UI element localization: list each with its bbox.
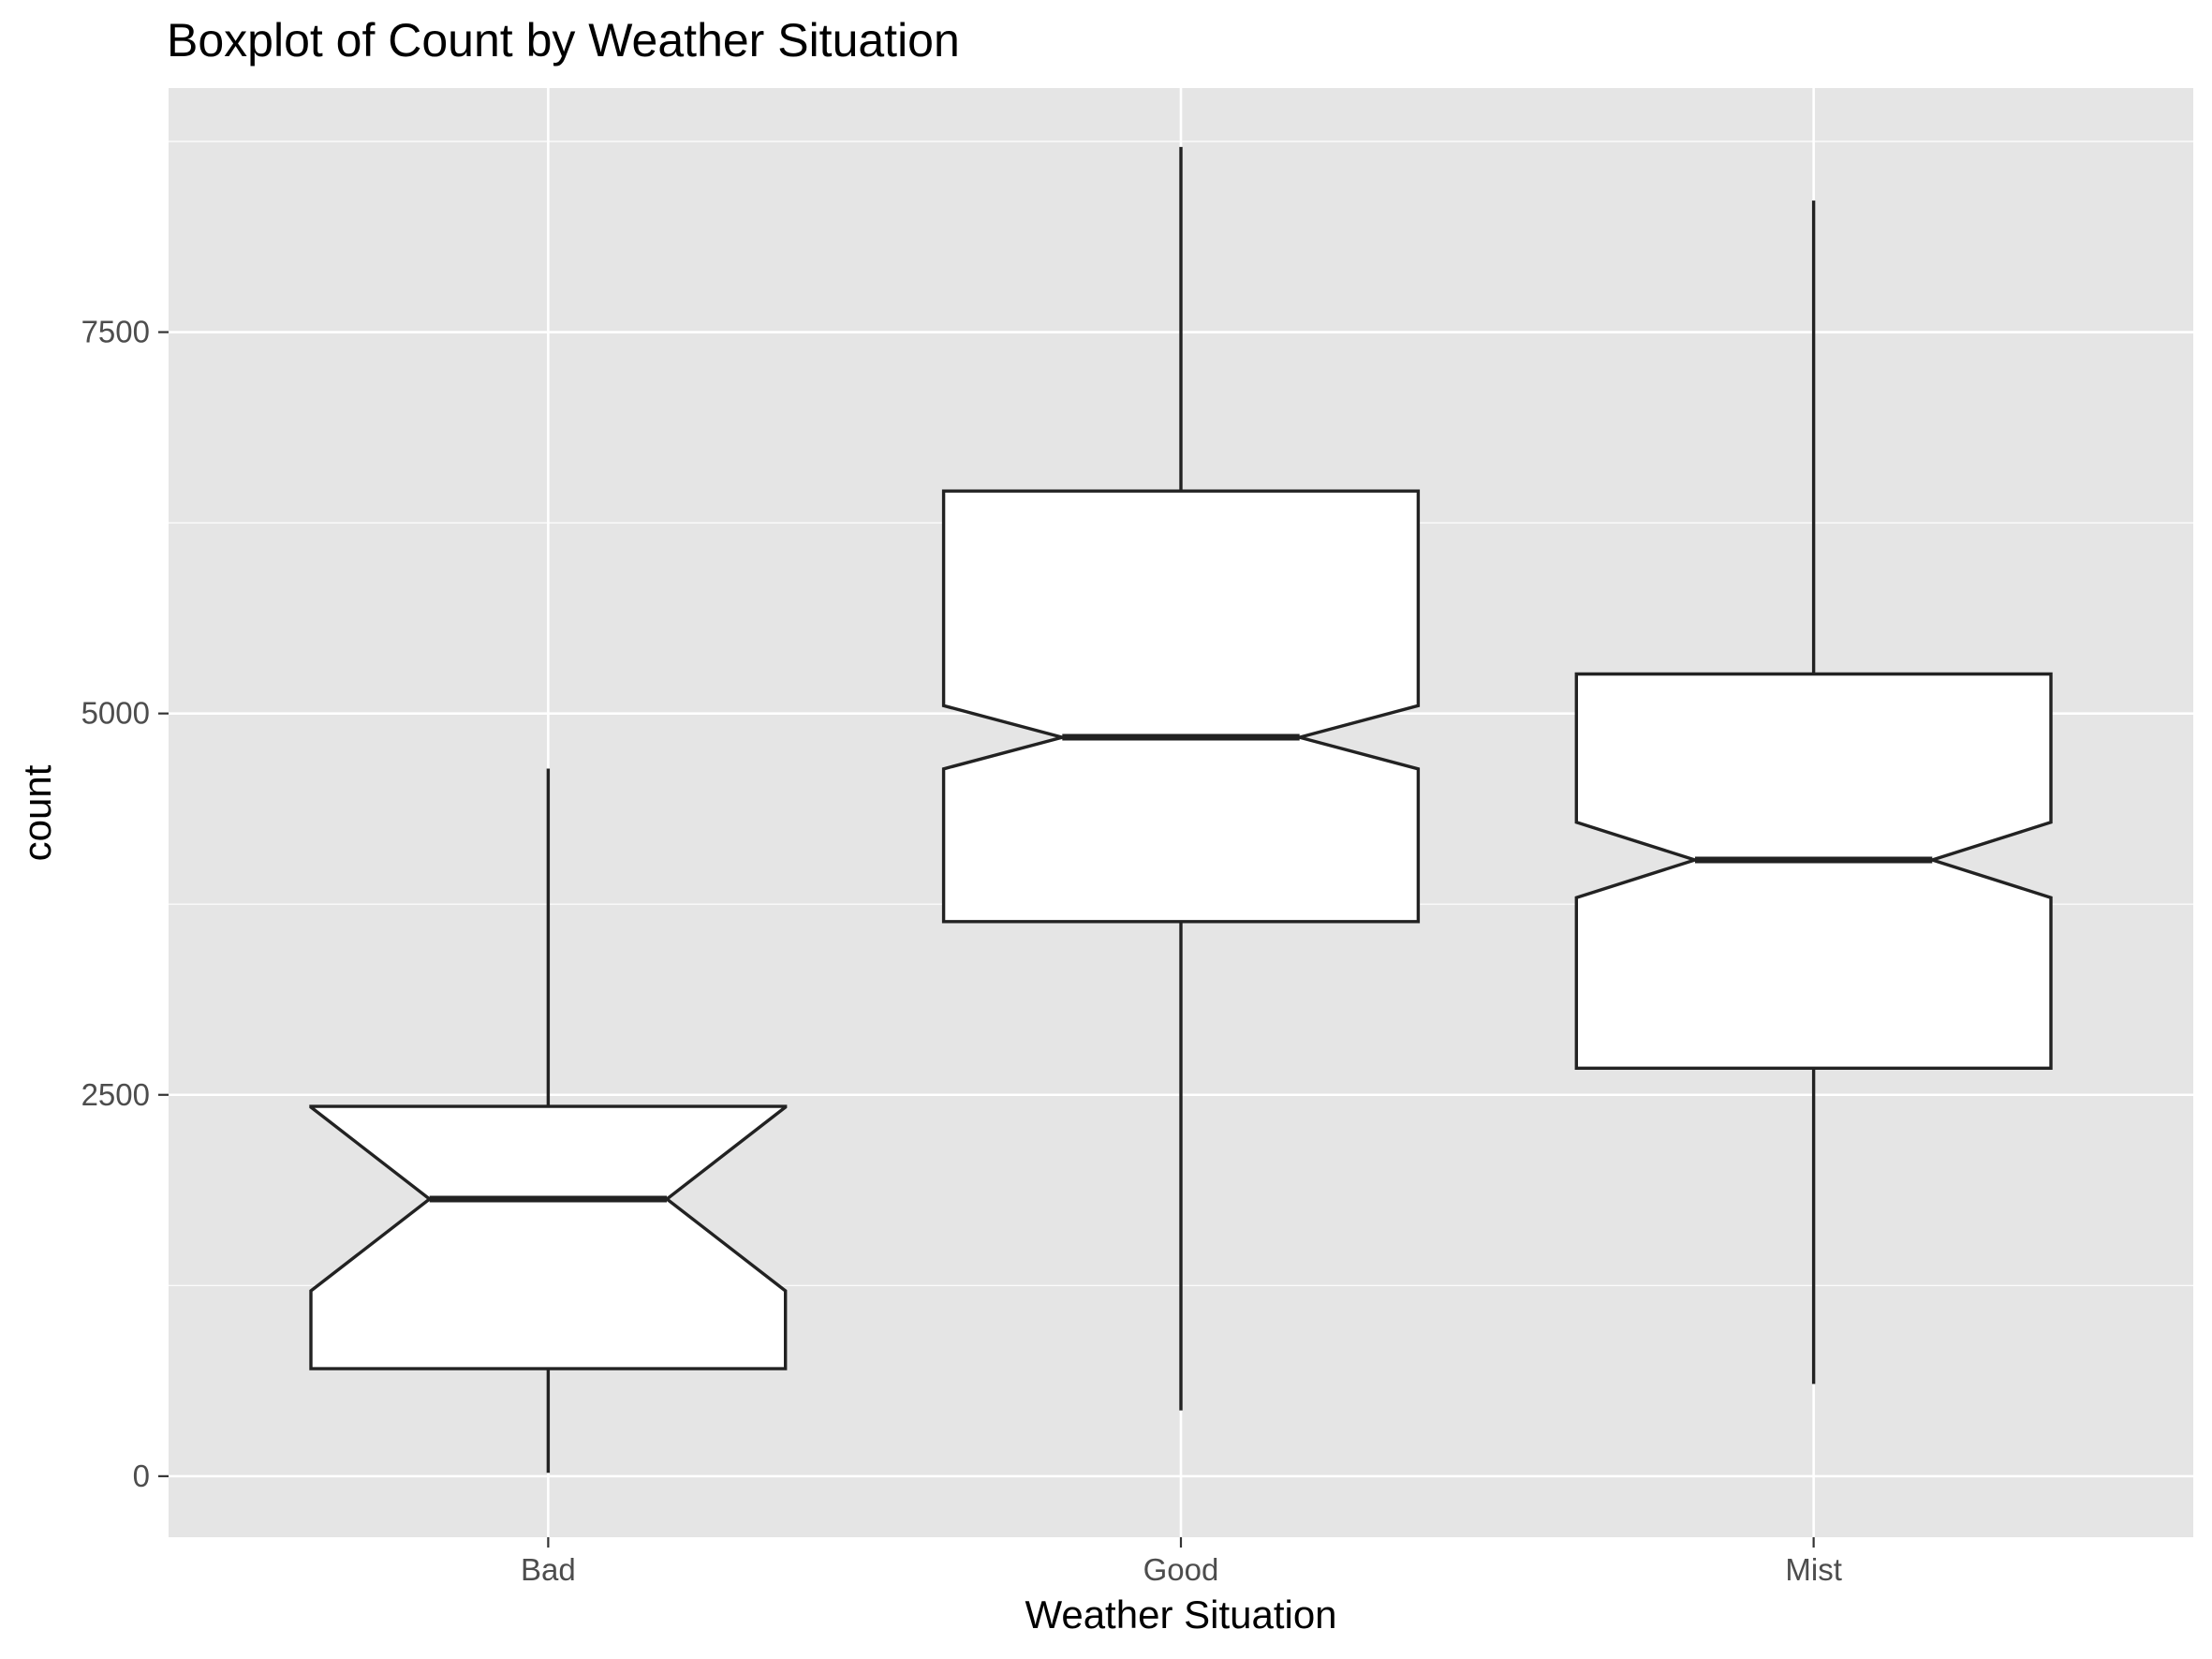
box-bad bbox=[309, 768, 788, 1474]
x-tick-label-bad: Bad bbox=[521, 1552, 576, 1587]
notched-box bbox=[941, 489, 1421, 924]
x-tick-label-mist: Mist bbox=[1785, 1552, 1842, 1587]
chart-title: Boxplot of Count by Weather Situation bbox=[167, 14, 960, 67]
x-axis-title: Weather Situation bbox=[1025, 1592, 1336, 1637]
y-axis: 0 2500 5000 7500 bbox=[81, 315, 169, 1493]
y-tick-label: 2500 bbox=[81, 1077, 150, 1112]
x-tick-label-good: Good bbox=[1143, 1552, 1219, 1587]
box-mist bbox=[1574, 200, 2053, 1385]
y-axis-title: count bbox=[15, 764, 59, 861]
notched-box bbox=[309, 1104, 788, 1370]
notched-box bbox=[1574, 672, 2053, 1071]
y-tick-label: 0 bbox=[133, 1459, 150, 1493]
boxes bbox=[309, 146, 2053, 1474]
x-axis: Bad Good Mist bbox=[521, 1537, 1842, 1587]
y-tick-label: 5000 bbox=[81, 696, 150, 731]
box-good bbox=[941, 146, 1421, 1411]
y-tick-label: 7500 bbox=[81, 315, 150, 349]
